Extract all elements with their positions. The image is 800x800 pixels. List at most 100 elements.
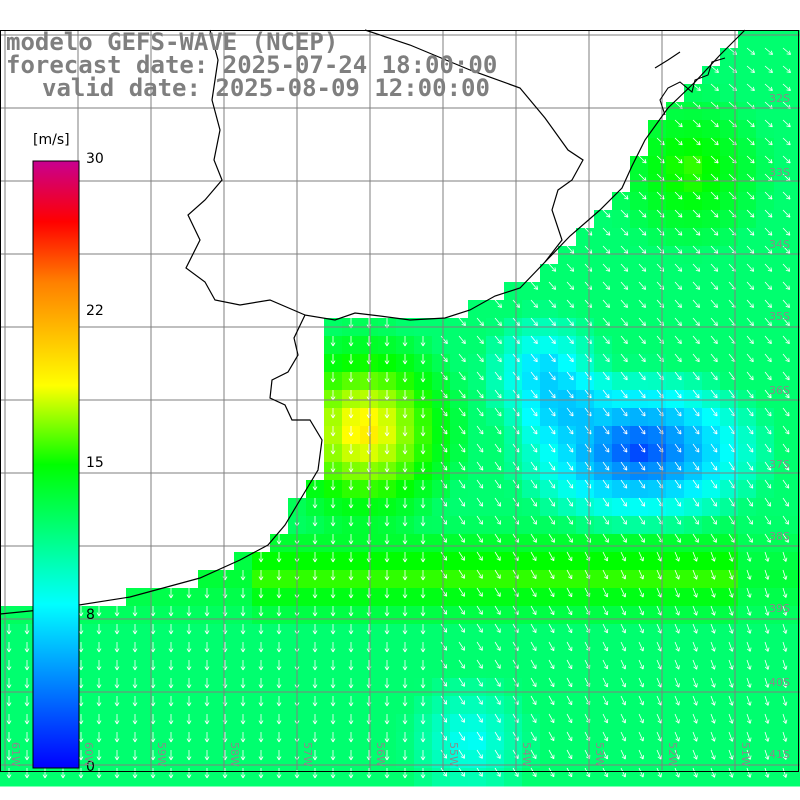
wind-arrow [440, 605, 448, 615]
wind-arrow [6, 714, 12, 725]
wind-arrow [348, 480, 354, 491]
wind-cell [720, 354, 739, 373]
wind-arrow [674, 389, 682, 399]
wind-arrow [476, 569, 483, 579]
wind-cell [612, 624, 631, 643]
wind-cell [720, 516, 739, 535]
wind-arrow [458, 533, 465, 543]
wind-cell [522, 570, 541, 589]
wind-cell [792, 300, 800, 319]
wind-cell [612, 588, 631, 607]
wind-arrow [638, 335, 646, 345]
wind-cell [504, 426, 523, 445]
wind-arrow [602, 461, 610, 471]
wind-cell [576, 552, 595, 571]
wind-arrow [674, 227, 683, 236]
wind-cell [486, 732, 505, 751]
wind-cell [756, 552, 775, 571]
wind-arrow [746, 137, 755, 146]
wind-cell [450, 642, 469, 661]
wind-arrow [746, 587, 752, 598]
wind-arrow [764, 137, 773, 146]
wind-cell [594, 300, 613, 319]
wind-cell [666, 192, 685, 211]
wind-cell [612, 606, 631, 625]
wind-cell [504, 300, 523, 319]
wind-arrow [782, 497, 790, 507]
wind-arrow [674, 605, 680, 616]
wind-arrow [330, 336, 336, 347]
wind-cell [486, 588, 505, 607]
wind-cell [666, 516, 685, 535]
wind-arrow [420, 714, 426, 725]
lon-label: 56W [374, 742, 387, 767]
wind-arrow [782, 317, 790, 326]
wind-cell [666, 588, 685, 607]
wind-arrow [602, 713, 609, 724]
wind-arrow [728, 767, 734, 778]
lon-label: 54W [520, 742, 533, 767]
wind-cell [702, 138, 721, 157]
wind-cell [666, 678, 685, 697]
wind-cell [576, 426, 595, 445]
wind-arrow [638, 677, 645, 688]
lon-label: 52W [666, 742, 679, 767]
wind-arrow [312, 678, 318, 689]
wind-arrow [764, 569, 770, 580]
wind-cell [522, 732, 541, 751]
wind-cell [450, 750, 469, 769]
wind-arrow [710, 695, 716, 706]
wind-arrow [566, 443, 574, 453]
wind-cell [792, 516, 800, 535]
wind-arrow [746, 317, 754, 326]
wind-cell [756, 30, 775, 49]
wind-arrow [674, 245, 683, 254]
wind-cell [720, 750, 739, 769]
wind-arrow [602, 299, 610, 308]
wind-cell [432, 516, 451, 535]
wind-arrow [258, 606, 264, 617]
wind-arrow [692, 389, 700, 399]
wind-cell [792, 606, 800, 625]
wind-arrow [764, 389, 772, 399]
wind-arrow [674, 623, 680, 634]
wind-cell [720, 480, 739, 499]
wind-arrow [476, 443, 484, 453]
wind-cell [774, 606, 793, 625]
wind-cell [774, 516, 793, 535]
wind-arrow [584, 299, 592, 308]
wind-cell [702, 660, 721, 679]
wind-arrow [710, 515, 717, 525]
wind-arrow [746, 623, 752, 634]
wind-arrow [602, 551, 609, 562]
wind-arrow [96, 750, 102, 761]
wind-arrow [476, 587, 483, 597]
wind-arrow [348, 678, 354, 689]
wind-arrow [746, 659, 752, 670]
wind-arrow [186, 732, 192, 743]
wind-arrow [476, 731, 483, 741]
wind-cell [702, 408, 721, 427]
wind-arrow [746, 407, 754, 417]
wind-arrow [312, 624, 318, 635]
wind-arrow [186, 714, 192, 725]
wind-cell [738, 156, 757, 175]
wind-cell [594, 336, 613, 355]
wind-arrow [566, 371, 574, 381]
lat-label: 40S [769, 676, 790, 689]
wind-cell [594, 480, 613, 499]
wind-cell [684, 570, 703, 589]
wind-cell [684, 228, 703, 247]
wind-arrow [620, 749, 627, 760]
wind-cell [504, 516, 523, 535]
wind-cell [450, 426, 469, 445]
wind-cell [558, 354, 577, 373]
wind-arrow [692, 137, 701, 146]
wind-cell [774, 282, 793, 301]
wind-arrow [420, 570, 426, 581]
wind-cell [756, 462, 775, 481]
wind-arrow [24, 768, 30, 779]
wind-arrow [420, 660, 426, 671]
wind-arrow [494, 659, 501, 669]
wind-cell [648, 768, 667, 787]
